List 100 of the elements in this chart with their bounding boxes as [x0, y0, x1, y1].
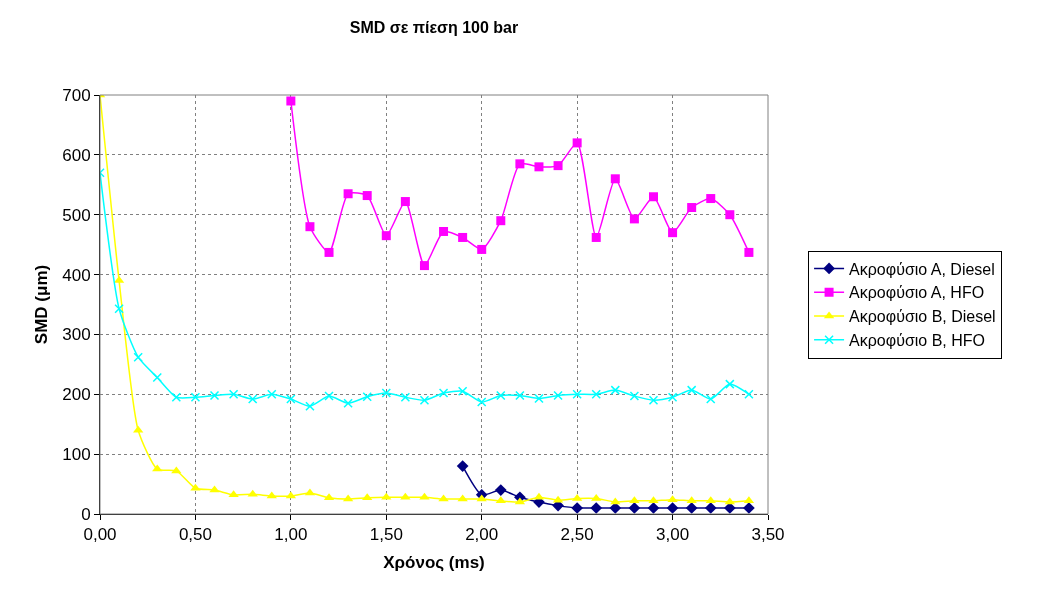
point	[343, 398, 353, 409]
point	[305, 401, 315, 412]
point	[648, 192, 658, 202]
x-tick-label: 2,00	[465, 525, 499, 545]
point	[495, 496, 506, 504]
point	[438, 494, 449, 502]
point	[666, 502, 679, 514]
x-tick-label: 3,00	[656, 525, 690, 545]
x-tick-label: 1,00	[274, 525, 308, 545]
point	[458, 232, 468, 242]
point	[629, 391, 640, 401]
point	[362, 191, 372, 201]
point	[286, 394, 296, 404]
point	[706, 194, 716, 204]
y-tick-label: 0	[81, 504, 91, 524]
point	[476, 494, 487, 502]
point	[343, 189, 353, 199]
point	[324, 247, 334, 257]
y-tick-label: 200	[62, 385, 91, 405]
point	[476, 397, 487, 407]
point	[591, 493, 602, 501]
point	[133, 352, 143, 362]
point	[685, 502, 698, 514]
x-tick-label: 0,50	[178, 525, 212, 545]
point	[190, 392, 201, 403]
point	[667, 392, 678, 403]
x-tick-label: 0,00	[83, 525, 117, 545]
point	[668, 228, 678, 238]
point	[705, 496, 716, 504]
point	[590, 502, 603, 514]
point	[648, 496, 659, 504]
point	[553, 161, 563, 171]
point	[152, 372, 163, 383]
point	[171, 392, 182, 403]
point	[534, 162, 544, 172]
y-tick-label: 600	[62, 145, 91, 165]
point	[228, 389, 239, 400]
point	[400, 197, 410, 207]
point	[456, 460, 469, 472]
point	[496, 216, 506, 226]
legend-label: Ακροφύσιο Β, HFO	[849, 332, 985, 350]
point	[610, 385, 621, 395]
point	[515, 390, 525, 401]
y-tick-label: 700	[62, 85, 91, 105]
point	[114, 303, 124, 314]
legend-label: Ακροφύσιο Β, Diesel	[849, 308, 996, 326]
y-tick-label: 400	[62, 265, 91, 285]
point	[610, 497, 621, 505]
point	[305, 222, 315, 232]
point	[209, 390, 220, 401]
point	[190, 483, 201, 491]
y-tick-label: 100	[62, 445, 91, 465]
point	[247, 489, 258, 497]
point	[362, 493, 373, 501]
point	[647, 502, 660, 514]
point	[419, 261, 429, 271]
point	[267, 389, 277, 400]
point	[362, 391, 372, 402]
point	[477, 244, 487, 254]
y-tick-label: 300	[62, 325, 91, 345]
point	[628, 502, 641, 514]
chart-title: SMD σε πίεση 100 bar	[349, 18, 519, 36]
point	[648, 395, 659, 406]
point	[610, 174, 620, 184]
x-tick-label: 3,50	[751, 525, 785, 545]
point	[629, 214, 639, 224]
point	[286, 96, 296, 106]
point	[439, 226, 449, 236]
point	[572, 138, 582, 148]
point	[171, 466, 182, 474]
point	[324, 391, 334, 401]
point	[534, 393, 544, 404]
point	[744, 247, 754, 257]
point	[381, 231, 391, 241]
y-axis-title: SMD (μm)	[31, 264, 51, 345]
point	[725, 210, 735, 220]
point	[515, 159, 525, 169]
point	[686, 385, 697, 395]
y-tick-label: 500	[62, 205, 91, 225]
point	[419, 395, 430, 406]
point	[247, 394, 258, 404]
point	[744, 389, 754, 400]
point	[228, 490, 239, 498]
point	[457, 386, 468, 397]
point	[725, 379, 735, 389]
point	[266, 491, 277, 499]
x-tick-label: 2,50	[560, 525, 594, 545]
point	[438, 388, 449, 398]
point	[553, 390, 563, 401]
x-axis-title: Χρόνος (ms)	[383, 552, 485, 572]
point	[381, 388, 392, 398]
point	[591, 232, 601, 242]
point	[705, 394, 716, 404]
point	[494, 484, 507, 496]
point	[591, 389, 601, 400]
legend-label: Ακροφύσιο Α, HFO	[849, 284, 985, 302]
point	[704, 502, 717, 514]
point	[400, 392, 411, 403]
point	[209, 485, 220, 493]
point	[687, 203, 697, 213]
